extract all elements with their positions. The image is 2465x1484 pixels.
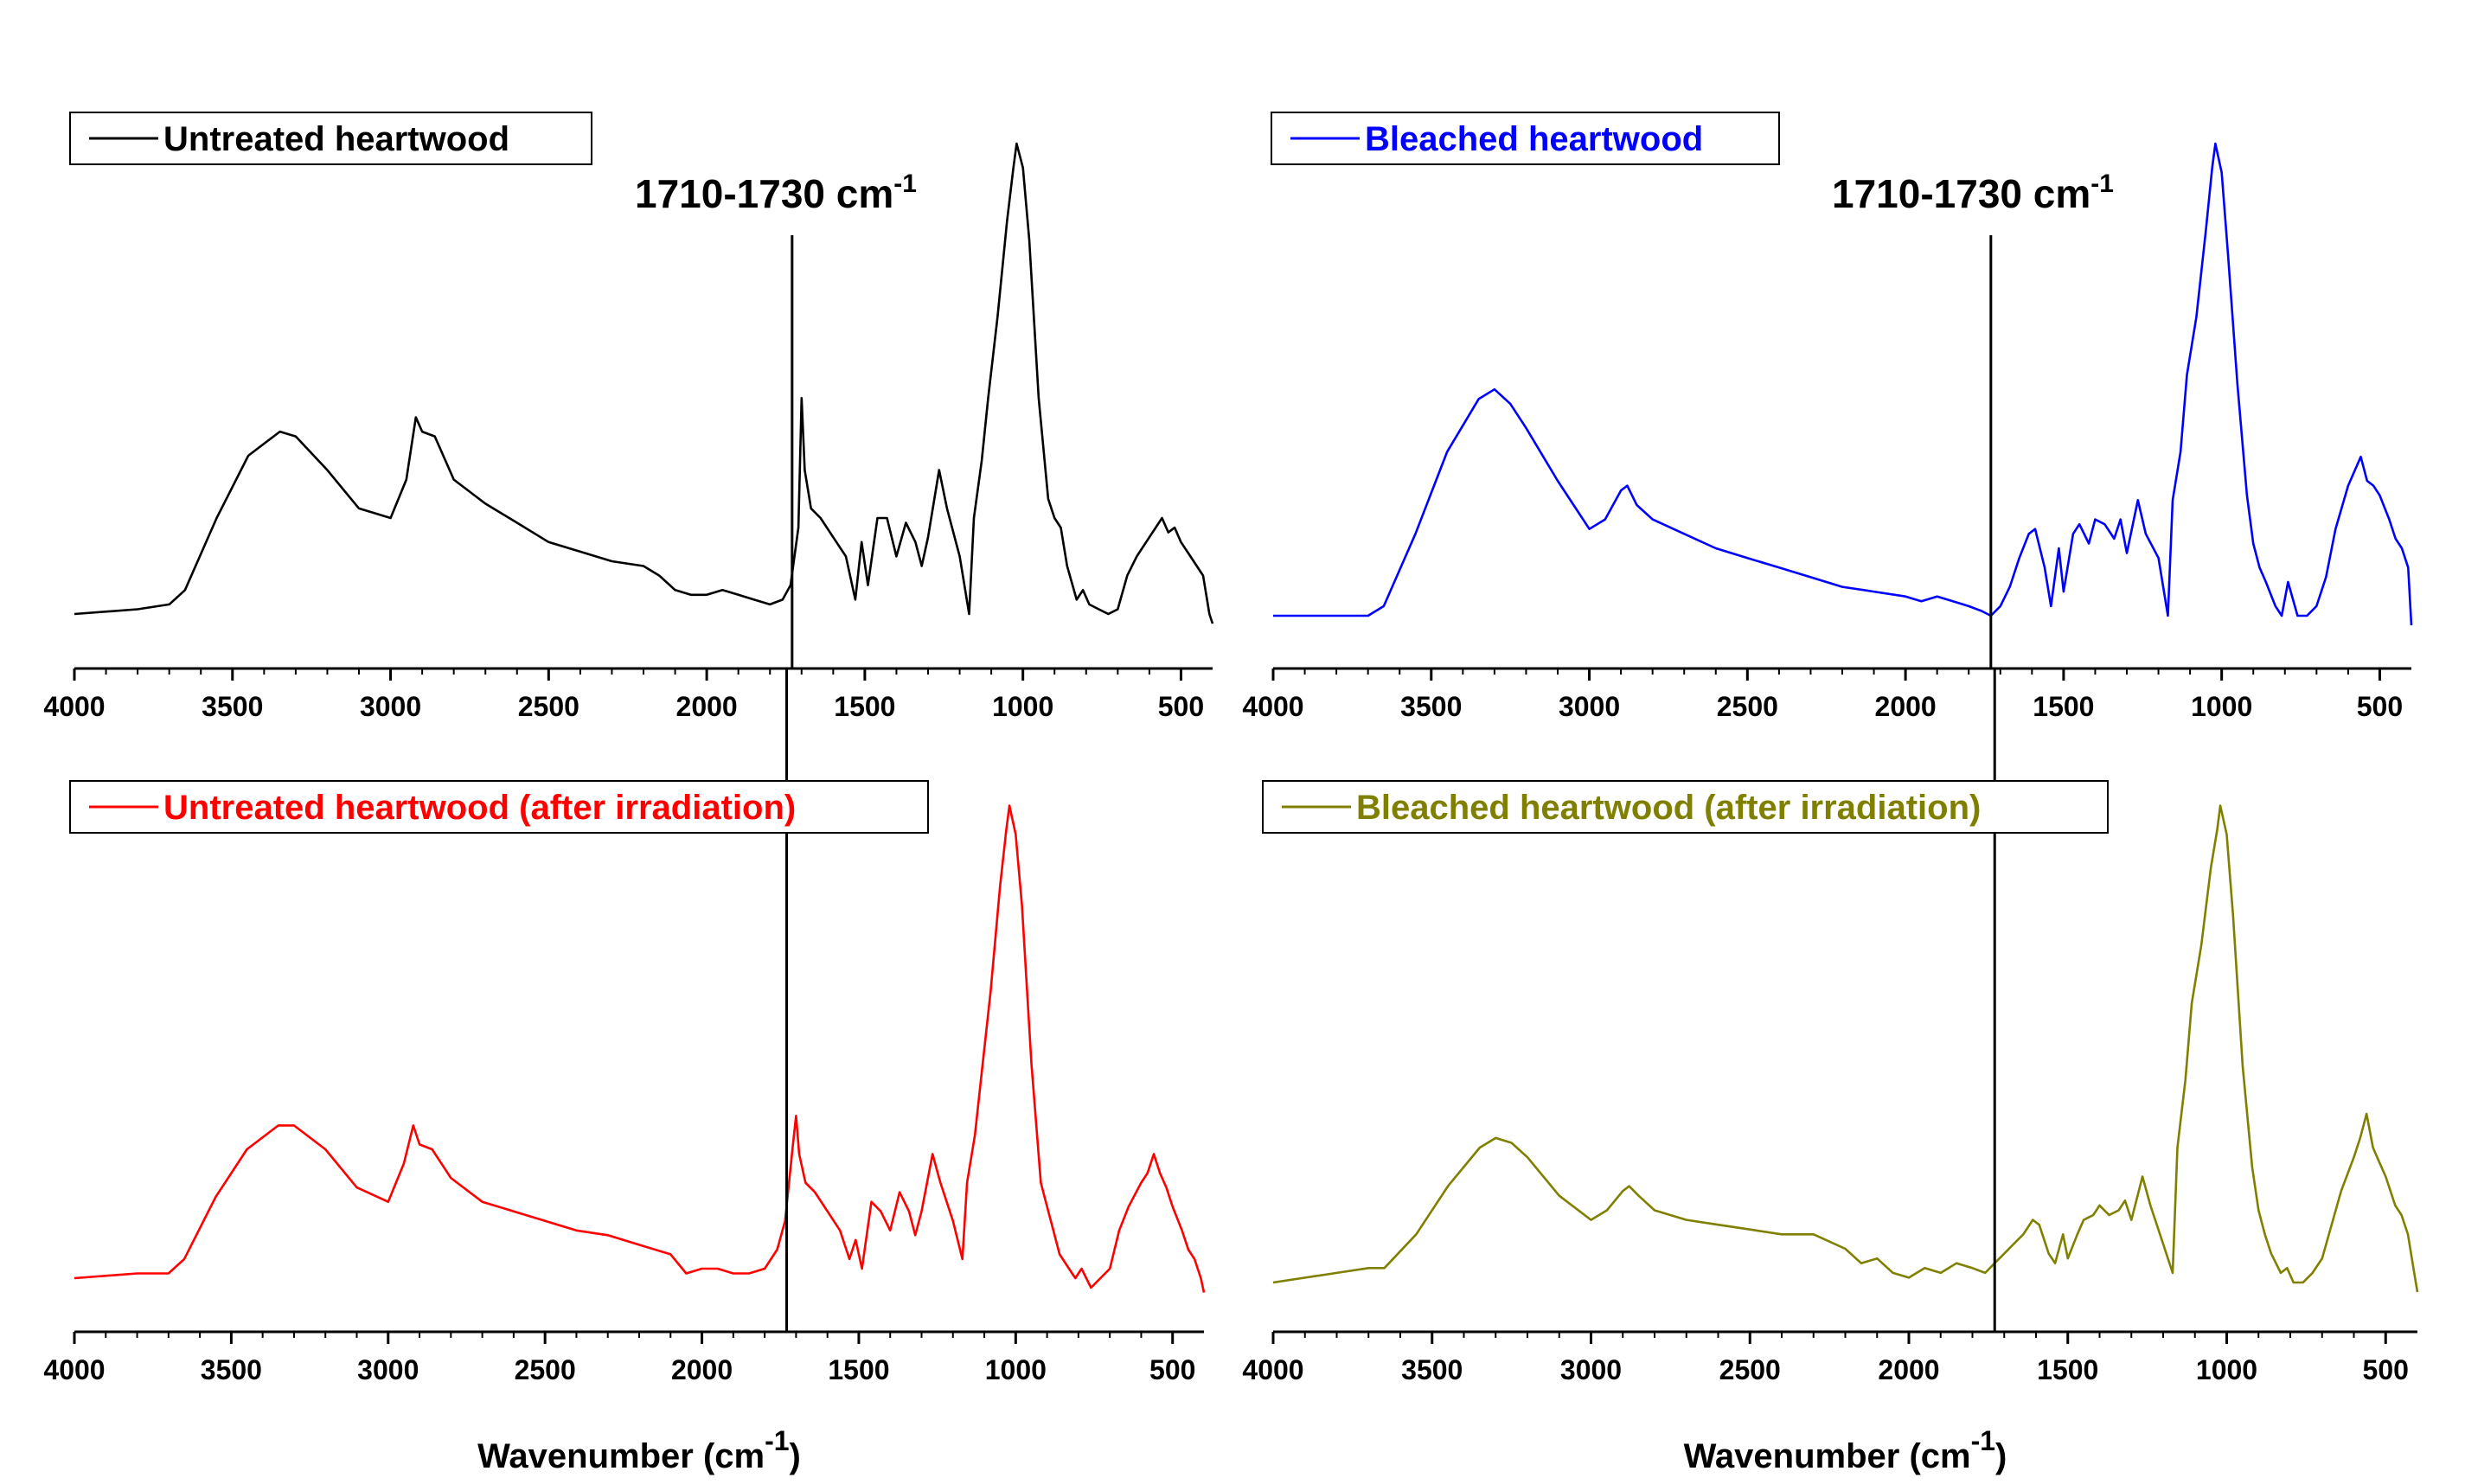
legend-label: Bleached heartwood — [1365, 120, 1703, 158]
x-axis-title-superscript: -1 — [765, 1425, 789, 1456]
x-tick-label-3500: 3500 — [201, 1354, 262, 1385]
x-tick-label-2000: 2000 — [1875, 691, 1937, 722]
x-axis-title-close: ) — [790, 1437, 801, 1475]
x-tick-label-500: 500 — [1158, 691, 1204, 722]
x-tick-label-1500: 1500 — [2037, 1354, 2098, 1385]
chart-panel-bottom-right: 4000 3500 3000 2500 2000 1500 1000 500 Bleached … — [1242, 668, 2419, 1475]
annotation-main-text: 1710-1730 cm — [635, 171, 893, 216]
x-tick-label-2500: 2500 — [1719, 1354, 1781, 1385]
x-axis-title-superscript: -1 — [1971, 1425, 1995, 1456]
x-axis-title-close: ) — [1995, 1437, 2007, 1475]
x-axis-title-main: Wavenumber (cm — [1684, 1437, 1971, 1475]
x-tick-label-1000: 1000 — [985, 1354, 1047, 1385]
x-tick-label-4000: 4000 — [1242, 1354, 1303, 1385]
x-axis-title: Wavenumber (cm-1) — [1684, 1425, 2007, 1475]
x-tick-label-4000: 4000 — [43, 691, 105, 722]
x-tick-label-3500: 3500 — [202, 691, 263, 722]
x-tick-label-1000: 1000 — [992, 691, 1053, 722]
x-tick-label-4000: 4000 — [1242, 691, 1303, 722]
legend-box — [1262, 780, 2109, 834]
x-tick-label-3500: 3500 — [1401, 1354, 1463, 1385]
x-tick-label-2000: 2000 — [676, 691, 738, 722]
x-tick-label-3000: 3000 — [357, 1354, 419, 1385]
x-tick-label-1000: 1000 — [2191, 691, 2252, 722]
series-line-top-left — [74, 142, 1214, 624]
legend-label: Untreated heartwood (after irradiation) — [163, 789, 796, 827]
x-tick-label-500: 500 — [2363, 1354, 2409, 1385]
legend-label: Untreated heartwood — [163, 120, 509, 158]
x-tick-label-3000: 3000 — [1559, 691, 1620, 722]
x-axis-title-main: Wavenumber (cm — [477, 1437, 765, 1475]
x-tick-label-4000: 4000 — [43, 1354, 105, 1385]
annotation-superscript: -1 — [893, 170, 917, 198]
annotation-main-text: 1710-1730 cm — [1832, 171, 2090, 216]
annotation-label: 1710-1730 cm-1 — [635, 170, 917, 216]
x-tick-label-500: 500 — [2357, 691, 2403, 722]
x-tick-label-3000: 3000 — [1560, 1354, 1622, 1385]
series-line-bottom-left — [74, 804, 1206, 1293]
x-tick-label-500: 500 — [1149, 1354, 1195, 1385]
x-axis-title: Wavenumber (cm-1) — [477, 1425, 801, 1475]
x-tick-label-1500: 1500 — [2033, 691, 2094, 722]
x-tick-label-3500: 3500 — [1400, 691, 1462, 722]
x-tick-label-2500: 2500 — [515, 1354, 576, 1385]
chart-panel-bottom-left: 4000 3500 3000 2500 2000 1500 1000 500 Untreated… — [43, 668, 1206, 1475]
chart-panel-top-right: 4000 3500 3000 2500 2000 1500 1000 500 Bleached … — [1242, 112, 2413, 722]
x-tick-label-3000: 3000 — [360, 691, 421, 722]
annotation-label: 1710-1730 cm-1 — [1832, 170, 2114, 216]
x-tick-label-2500: 2500 — [518, 691, 579, 722]
x-tick-label-1500: 1500 — [828, 1354, 889, 1385]
x-tick-label-2000: 2000 — [671, 1354, 733, 1385]
legend-label: Bleached heartwood (after irradiation) — [1356, 789, 1981, 827]
chart-panel-top-left: 4000 3500 3000 2500 2000 1500 1000 500 Untreated… — [43, 112, 1214, 722]
series-line-top-right — [1273, 142, 2413, 626]
x-tick-label-1500: 1500 — [834, 691, 895, 722]
x-tick-label-1000: 1000 — [2196, 1354, 2257, 1385]
x-tick-label-2500: 2500 — [1717, 691, 1778, 722]
series-line-bottom-right — [1272, 804, 2419, 1293]
x-tick-label-2000: 2000 — [1878, 1354, 1939, 1385]
legend-box — [69, 780, 929, 834]
annotation-superscript: -1 — [2090, 170, 2114, 198]
